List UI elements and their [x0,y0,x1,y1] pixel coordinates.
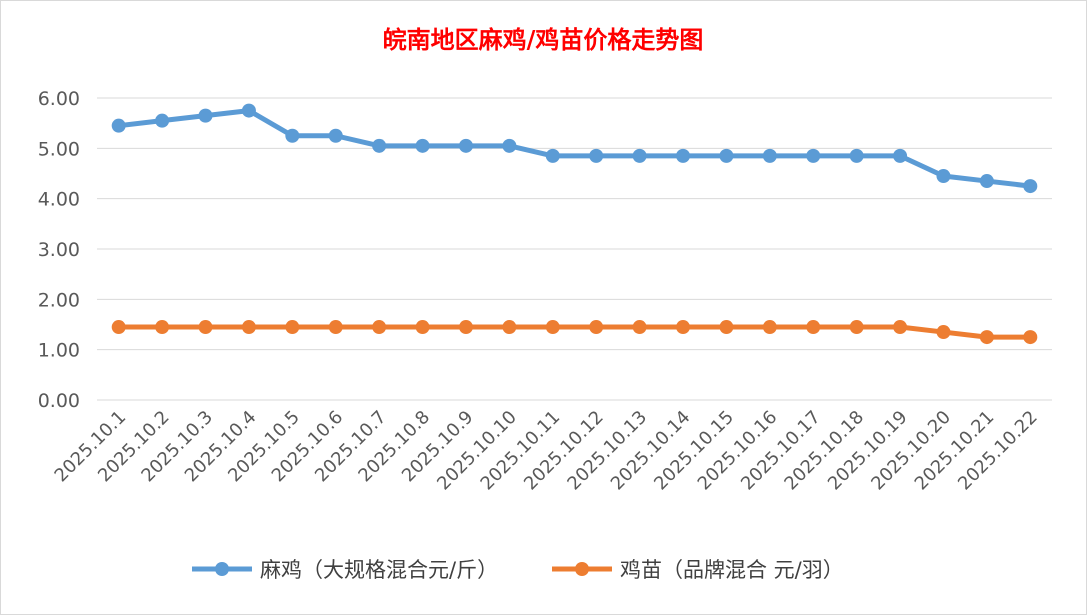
data-point [502,320,517,335]
data-point [198,108,213,123]
data-point [458,138,473,153]
data-point [762,148,777,163]
y-tick-label: 4.00 [38,189,80,211]
legend-label: 麻鸡（大规格混合元/斤） [260,558,498,582]
y-tick-label: 1.00 [38,340,80,362]
data-point [632,320,647,335]
data-point [111,118,126,133]
data-point [676,320,691,335]
gridlines [97,97,1052,401]
data-point [849,148,864,163]
series-line-0 [116,108,1033,189]
data-point [719,320,734,335]
data-point [285,128,300,143]
data-point [806,148,821,163]
data-point [676,148,691,163]
y-tick-label: 3.00 [38,239,80,261]
data-point [1023,330,1038,345]
legend-marker [215,562,229,576]
legend-marker [575,562,589,576]
y-axis-tick-labels: 0.00 1.00 2.00 3.00 4.00 5.00 6.00 [38,88,80,412]
data-point [545,320,560,335]
data-point [936,325,951,340]
data-point [589,320,604,335]
data-point [285,320,300,335]
data-point [458,320,473,335]
legend: 麻鸡（大规格混合元/斤） 鸡苗（品牌混合 元/羽） [192,558,844,582]
data-point [415,320,430,335]
data-point [155,320,170,335]
data-point [328,320,343,335]
series-line-1 [116,324,1033,340]
data-point [589,148,604,163]
y-tick-label: 6.00 [38,88,80,110]
y-tick-label: 0.00 [38,390,80,412]
data-point [545,148,560,163]
data-point [1023,179,1038,194]
data-point [979,174,994,189]
data-point [632,148,647,163]
data-point [502,138,517,153]
data-point [936,169,951,184]
data-point [849,320,864,335]
data-point [111,320,126,335]
series-group [111,103,1038,345]
data-point [806,320,821,335]
legend-label: 鸡苗（品牌混合 元/羽） [620,558,844,582]
data-point [893,320,908,335]
y-tick-label: 2.00 [38,289,80,311]
data-point [328,128,343,143]
data-point [372,138,387,153]
data-point [719,148,734,163]
chart-title: 皖南地区麻鸡/鸡苗价格走势图 [383,25,704,54]
data-point [241,103,256,118]
data-point [372,320,387,335]
data-point [415,138,430,153]
data-point [155,113,170,128]
data-point [762,320,777,335]
data-point [979,330,994,345]
data-point [893,148,908,163]
data-point [198,320,213,335]
y-tick-label: 5.00 [38,138,80,160]
data-point [241,320,256,335]
